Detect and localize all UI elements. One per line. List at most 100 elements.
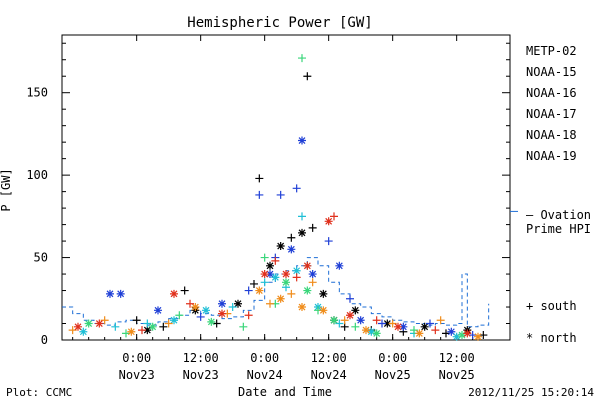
ovation-legend: — Ovation Prime HPI	[526, 208, 591, 236]
north-data-point	[452, 332, 461, 341]
ovation-baseline-line	[62, 257, 490, 328]
north-data-point	[292, 266, 301, 275]
south-data-point	[426, 319, 434, 328]
south-data-point	[271, 256, 280, 265]
plot-frame	[61, 34, 511, 341]
south-data-point	[255, 190, 264, 199]
north-data-point	[234, 299, 242, 308]
north-data-point	[367, 327, 376, 336]
south-data-point	[346, 294, 354, 303]
north-data-point	[463, 329, 472, 338]
x-tick-label-date: Nov23	[119, 368, 155, 382]
south-data-point	[468, 331, 477, 340]
north-data-point	[207, 317, 216, 326]
south-data-point	[159, 322, 168, 331]
north-data-point	[356, 316, 365, 325]
north-data-point	[287, 245, 296, 254]
north-data-point	[298, 136, 306, 145]
south-data-point	[436, 316, 445, 325]
south-data-point	[351, 322, 360, 331]
north-data-point	[106, 289, 114, 298]
south-data-point	[292, 273, 301, 282]
x-tick-label-date: Nov24	[247, 368, 283, 382]
y-tick-label: 0	[41, 333, 48, 347]
south-data-point	[175, 311, 184, 320]
north-data-point	[362, 326, 370, 335]
north-data-point	[170, 316, 178, 325]
x-tick-label-date: Nov25	[375, 368, 411, 382]
north-data-point	[282, 278, 290, 287]
south-data-point	[479, 331, 488, 340]
south-data-point	[378, 319, 386, 328]
x-tick-label-time: 12:00	[183, 351, 219, 365]
ovation-label-line2: Prime HPI	[526, 222, 591, 236]
north-data-point	[474, 332, 482, 341]
north-data-point	[79, 327, 88, 336]
south-data-point	[442, 329, 450, 338]
south-data-point	[324, 237, 333, 246]
south-data-point	[303, 72, 312, 81]
north-data-point	[303, 261, 312, 270]
north-data-point	[298, 303, 306, 312]
x-tick-label-date: Nov23	[183, 368, 219, 382]
footer-credit: Plot: CCMC	[6, 386, 72, 399]
legend-entry: NOAA-16	[526, 86, 577, 100]
north-data-point	[218, 309, 226, 318]
y-tick-label: 100	[26, 168, 48, 182]
north-data-point	[458, 331, 466, 340]
south-data-point	[122, 329, 130, 338]
south-data-point	[372, 316, 381, 325]
north-data-point	[383, 319, 392, 328]
data-points	[68, 54, 488, 341]
south-data-point	[292, 184, 301, 193]
south-data-point	[276, 190, 285, 199]
south-data-point	[298, 212, 306, 221]
north-data-point	[319, 289, 328, 298]
x-tick-label-date: Nov24	[311, 368, 347, 382]
legend-entry: NOAA-17	[526, 107, 577, 121]
chart-title: Hemispheric Power [GW]	[187, 15, 372, 31]
south-data-point	[186, 299, 194, 308]
north-data-point	[191, 303, 200, 312]
south-symbol-legend: + south	[526, 299, 577, 313]
legend-entry: NOAA-15	[526, 65, 577, 79]
south-data-point	[431, 326, 440, 335]
south-data-point	[111, 322, 120, 331]
south-data-point	[260, 253, 269, 262]
series-legend: METP-02 NOAA-15 NOAA-16 NOAA-17 NOAA-18 NOAA-…	[526, 44, 577, 163]
south-data-point	[239, 322, 248, 331]
y-tick-label: 50	[34, 251, 48, 265]
x-tick-label-time: 0:00	[378, 351, 407, 365]
north-data-point	[218, 299, 226, 308]
north-data-point	[266, 261, 274, 270]
south-data-point	[287, 233, 296, 242]
south-data-point	[212, 319, 221, 328]
north-data-point	[282, 270, 290, 279]
north-data-point	[399, 322, 408, 331]
north-data-point	[276, 242, 285, 251]
south-data-point	[308, 278, 317, 287]
north-data-point	[154, 306, 162, 315]
north-data-point	[415, 329, 424, 338]
north-symbol-legend: * north	[526, 331, 577, 345]
x-tick-label-time: 0:00	[250, 351, 279, 365]
north-data-point	[335, 261, 344, 270]
south-data-point	[308, 223, 317, 232]
north-data-point	[127, 327, 136, 336]
south-data-point	[138, 326, 146, 335]
north-data-point	[346, 311, 354, 320]
x-tick-label-time: 12:00	[311, 351, 347, 365]
north-data-point	[84, 319, 93, 328]
north-data-point	[372, 329, 381, 338]
legend-entry: NOAA-18	[526, 128, 577, 142]
north-data-point	[74, 322, 82, 331]
south-data-point	[196, 312, 205, 321]
south-data-point	[250, 279, 258, 288]
north-data-point	[266, 270, 274, 279]
south-data-point	[298, 54, 306, 63]
legend-entry: NOAA-19	[526, 149, 577, 163]
north-data-point	[394, 322, 402, 331]
north-data-point	[420, 322, 429, 331]
south-data-point	[260, 278, 269, 287]
north-data-point	[143, 326, 152, 335]
